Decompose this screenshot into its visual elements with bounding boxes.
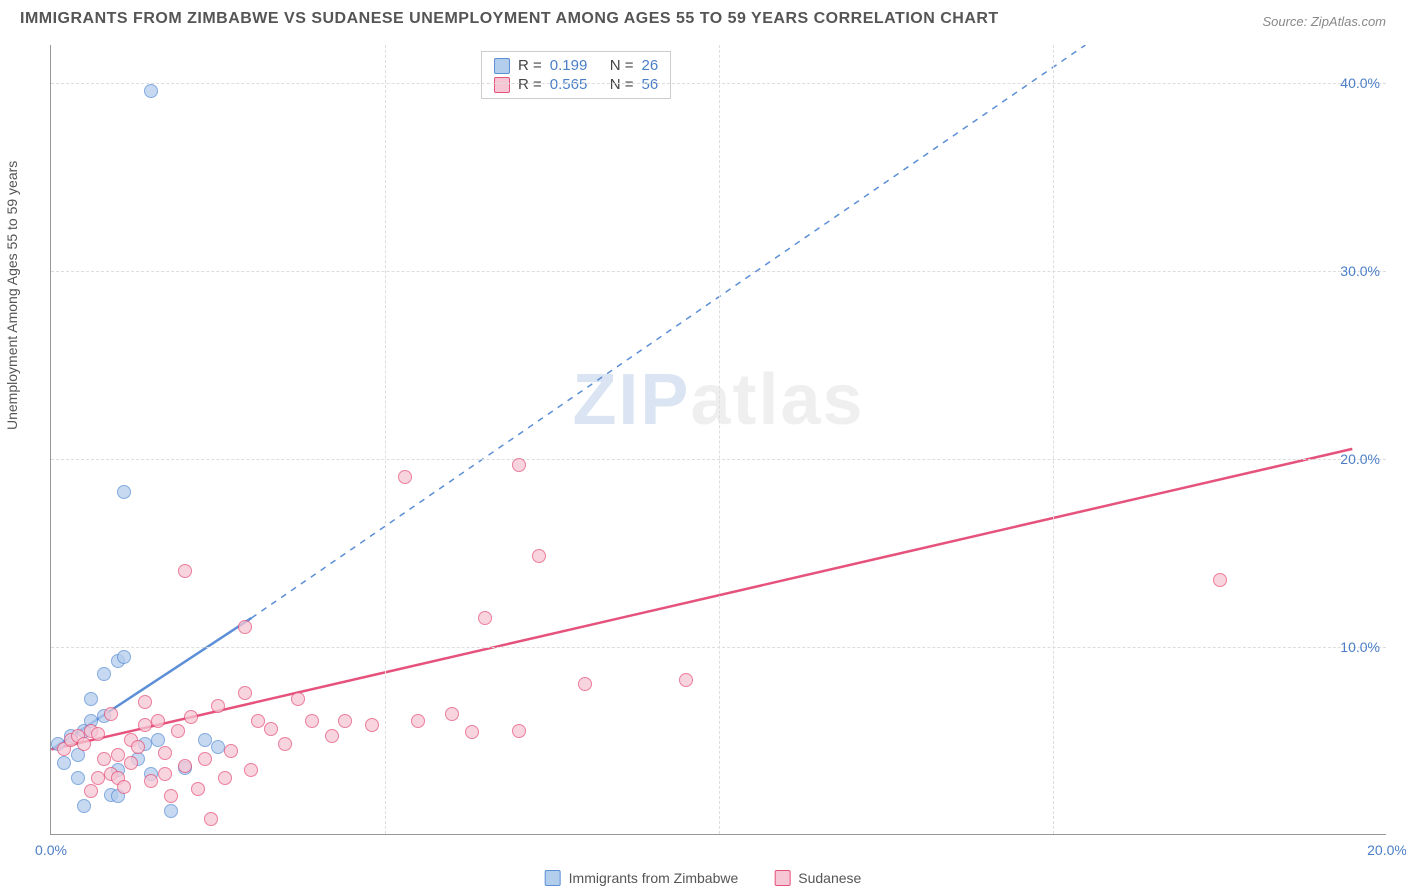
y-tick-label: 40.0% — [1340, 75, 1380, 91]
data-point — [151, 714, 165, 728]
data-point — [91, 771, 105, 785]
data-point — [71, 771, 85, 785]
legend-row-zimbabwe: R = 0.199 N = 26 — [494, 56, 658, 75]
data-point — [191, 782, 205, 796]
data-point — [198, 733, 212, 747]
y-tick-label: 30.0% — [1340, 263, 1380, 279]
data-point — [97, 667, 111, 681]
data-point — [178, 759, 192, 773]
gridline-v — [1053, 45, 1054, 834]
data-point — [84, 784, 98, 798]
data-point — [117, 780, 131, 794]
data-point — [144, 84, 158, 98]
data-point — [305, 714, 319, 728]
y-axis-label: Unemployment Among Ages 55 to 59 years — [4, 161, 20, 430]
legend-row-sudanese: R = 0.565 N = 56 — [494, 75, 658, 94]
data-point — [679, 673, 693, 687]
series-legend: Immigrants from Zimbabwe Sudanese — [545, 870, 862, 886]
data-point — [131, 740, 145, 754]
legend-label-sudanese: Sudanese — [798, 870, 861, 886]
data-point — [184, 710, 198, 724]
legend-item-zimbabwe: Immigrants from Zimbabwe — [545, 870, 739, 886]
data-point — [171, 724, 185, 738]
data-point — [398, 470, 412, 484]
data-point — [512, 458, 526, 472]
y-tick-label: 10.0% — [1340, 639, 1380, 655]
data-point — [338, 714, 352, 728]
data-point — [578, 677, 592, 691]
data-point — [478, 611, 492, 625]
data-point — [211, 699, 225, 713]
swatch-sudanese-icon — [774, 870, 790, 886]
data-point — [211, 740, 225, 754]
data-point — [465, 725, 479, 739]
data-point — [251, 714, 265, 728]
data-point — [1213, 573, 1227, 587]
data-point — [104, 707, 118, 721]
data-point — [91, 727, 105, 741]
legend-item-sudanese: Sudanese — [774, 870, 861, 886]
legend-label-zimbabwe: Immigrants from Zimbabwe — [569, 870, 739, 886]
data-point — [117, 485, 131, 499]
data-point — [178, 564, 192, 578]
data-point — [158, 767, 172, 781]
gridline-v — [385, 45, 386, 834]
plot-area: ZIPatlas R = 0.199 N = 26 R = 0.565 N = … — [50, 45, 1386, 835]
data-point — [224, 744, 238, 758]
data-point — [365, 718, 379, 732]
data-point — [238, 686, 252, 700]
swatch-zimbabwe — [494, 58, 510, 74]
data-point — [291, 692, 305, 706]
data-point — [151, 733, 165, 747]
data-point — [158, 746, 172, 760]
data-point — [97, 752, 111, 766]
y-tick-label: 20.0% — [1340, 451, 1380, 467]
x-tick-label: 0.0% — [35, 842, 67, 858]
gridline-v — [719, 45, 720, 834]
data-point — [512, 724, 526, 738]
data-point — [111, 748, 125, 762]
data-point — [77, 737, 91, 751]
swatch-sudanese — [494, 77, 510, 93]
data-point — [411, 714, 425, 728]
source-attribution: Source: ZipAtlas.com — [1262, 14, 1386, 29]
data-point — [198, 752, 212, 766]
swatch-zimbabwe-icon — [545, 870, 561, 886]
data-point — [218, 771, 232, 785]
x-tick-label: 20.0% — [1367, 842, 1406, 858]
data-point — [532, 549, 546, 563]
data-point — [244, 763, 258, 777]
data-point — [204, 812, 218, 826]
data-point — [84, 692, 98, 706]
data-point — [57, 756, 71, 770]
data-point — [164, 789, 178, 803]
data-point — [238, 620, 252, 634]
data-point — [264, 722, 278, 736]
chart-title: IMMIGRANTS FROM ZIMBABWE VS SUDANESE UNE… — [20, 10, 999, 28]
data-point — [124, 756, 138, 770]
data-point — [117, 650, 131, 664]
data-point — [164, 804, 178, 818]
correlation-legend: R = 0.199 N = 26 R = 0.565 N = 56 — [481, 51, 671, 99]
data-point — [138, 718, 152, 732]
data-point — [138, 695, 152, 709]
data-point — [144, 774, 158, 788]
data-point — [77, 799, 91, 813]
data-point — [325, 729, 339, 743]
chart-container: IMMIGRANTS FROM ZIMBABWE VS SUDANESE UNE… — [0, 0, 1406, 892]
data-point — [445, 707, 459, 721]
data-point — [278, 737, 292, 751]
